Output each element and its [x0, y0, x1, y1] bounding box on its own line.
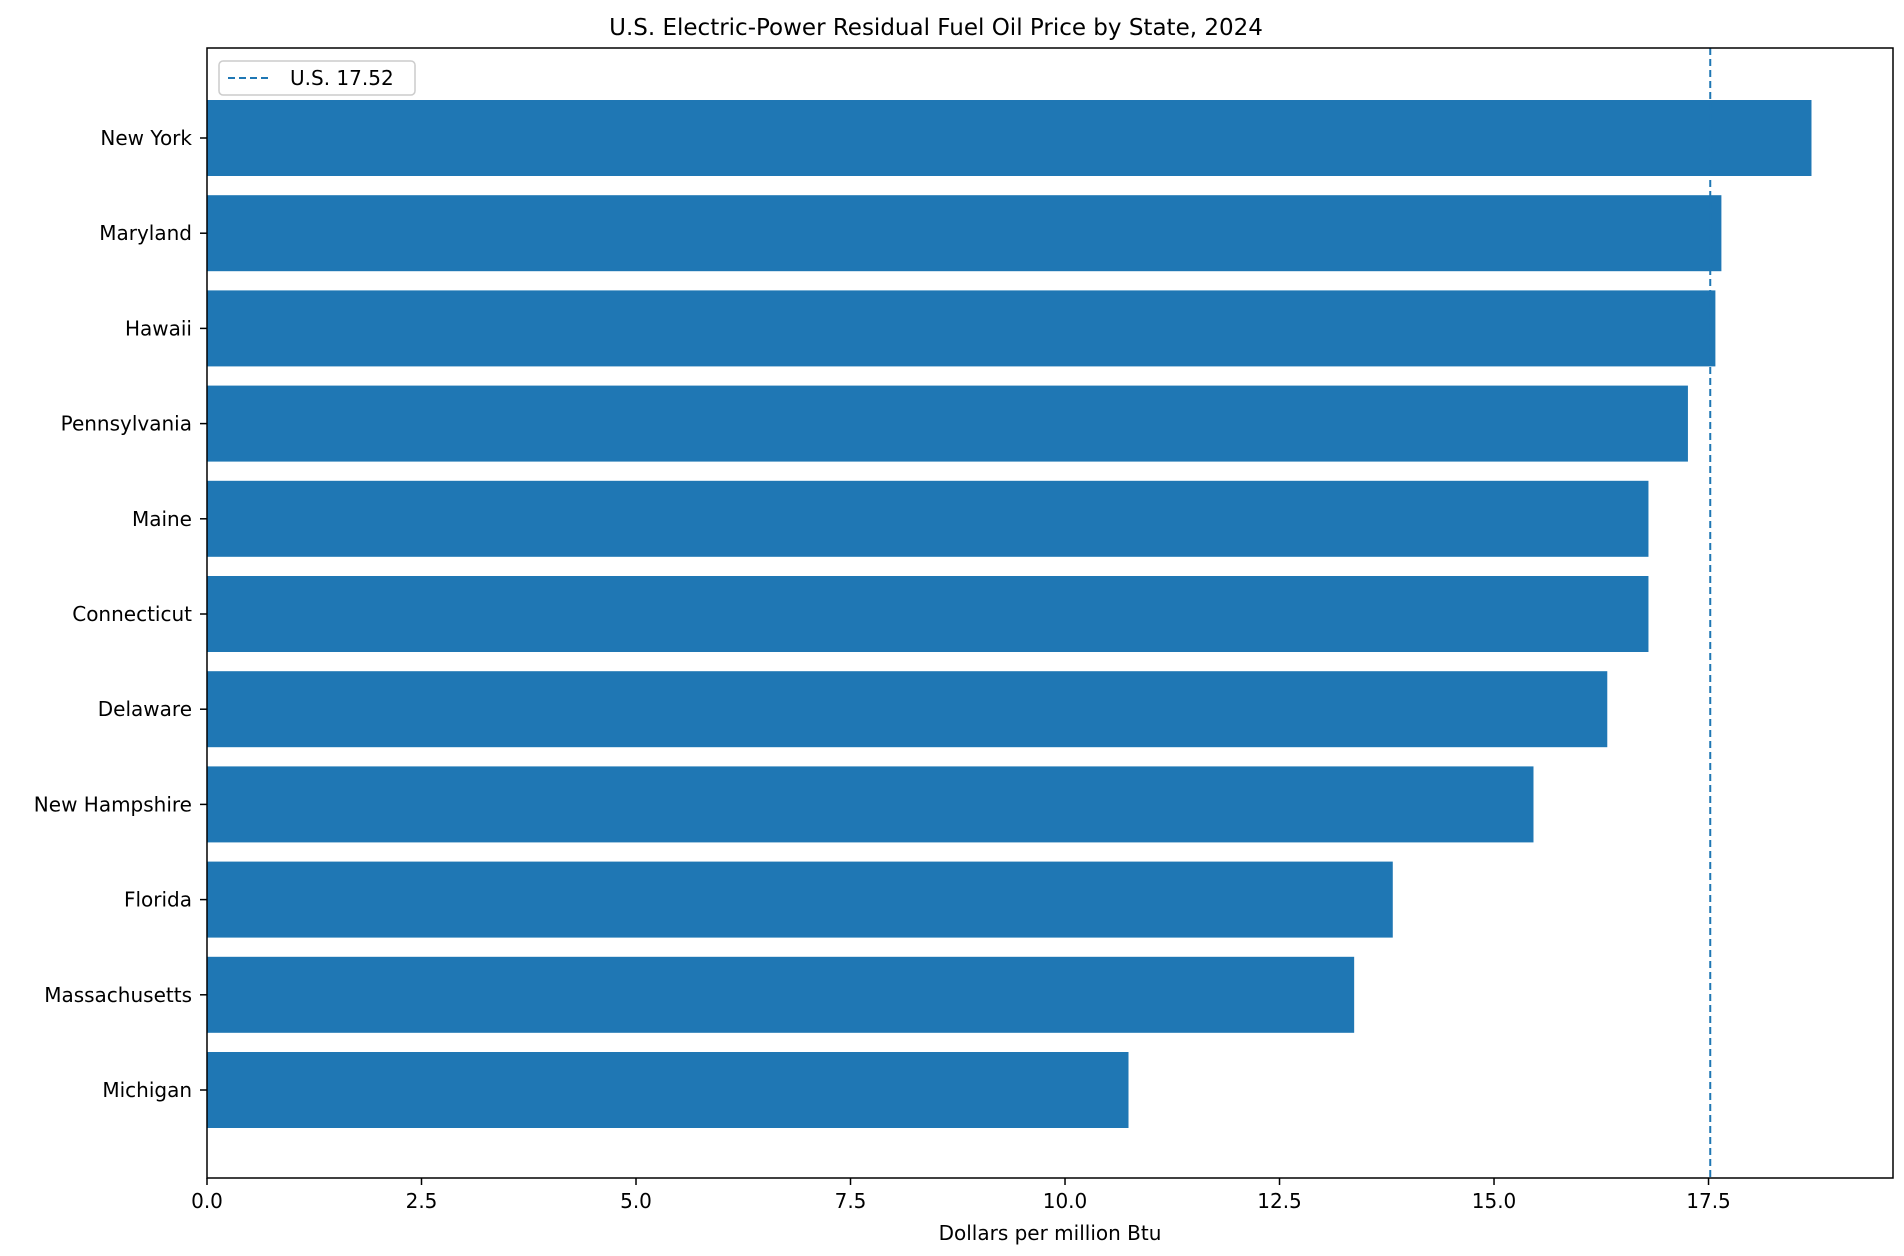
y-tick-label-maine: Maine	[132, 507, 192, 531]
legend-box	[218, 60, 416, 96]
legend: U.S. 17.52	[218, 60, 416, 96]
x-tick-label: 5.0	[620, 1189, 652, 1213]
bar-new-york	[207, 100, 1812, 176]
y-tick-label-new-york: New York	[100, 126, 192, 150]
bars-group	[207, 100, 1812, 1128]
plot-frame	[206, 47, 1894, 1179]
bar-new-hampshire	[207, 766, 1534, 843]
x-axis-label: Dollars per million Btu	[939, 1221, 1162, 1245]
y-tick-label-michigan: Michigan	[102, 1078, 192, 1102]
y-axis-tick-labels: New York Maryland Hawaii Pennsylvania Maine C…	[34, 126, 207, 1102]
bar-massachusetts	[207, 956, 1355, 1033]
y-tick-label-pennsylvania: Pennsylvania	[61, 412, 192, 436]
bar-florida	[207, 861, 1393, 938]
x-tick-label: 12.5	[1257, 1189, 1302, 1213]
y-tick-label-connecticut: Connecticut	[72, 602, 192, 626]
y-tick-label-florida: Florida	[124, 888, 192, 912]
y-tick-label-maryland: Maryland	[99, 221, 192, 245]
legend-label: U.S. 17.52	[290, 66, 394, 90]
y-tick-label-massachusetts: Massachusetts	[44, 983, 192, 1007]
x-tick-label: 2.5	[406, 1189, 438, 1213]
x-tick-label: 15.0	[1472, 1189, 1517, 1213]
bar-delaware	[207, 671, 1608, 748]
chart-title: U.S. Electric-Power Residual Fuel Oil Pr…	[609, 15, 1263, 41]
bar-michigan	[207, 1052, 1129, 1128]
bar-pennsylvania	[207, 385, 1688, 462]
x-axis-ticks: 0.0 2.5 5.0 7.5 10.0 12.5 15.0 17.5	[191, 1178, 1731, 1213]
x-tick-label: 10.0	[1043, 1189, 1088, 1213]
x-tick-label: 7.5	[835, 1189, 867, 1213]
y-tick-label-new-hampshire: New Hampshire	[34, 792, 192, 816]
bar-hawaii	[207, 290, 1716, 367]
x-tick-label: 0.0	[191, 1189, 223, 1213]
bar-maine	[207, 480, 1649, 557]
y-tick-label-delaware: Delaware	[98, 697, 192, 721]
y-tick-label-hawaii: Hawaii	[125, 316, 192, 340]
x-tick-label: 17.5	[1686, 1189, 1731, 1213]
bar-maryland	[207, 195, 1722, 272]
bar-connecticut	[207, 576, 1649, 652]
